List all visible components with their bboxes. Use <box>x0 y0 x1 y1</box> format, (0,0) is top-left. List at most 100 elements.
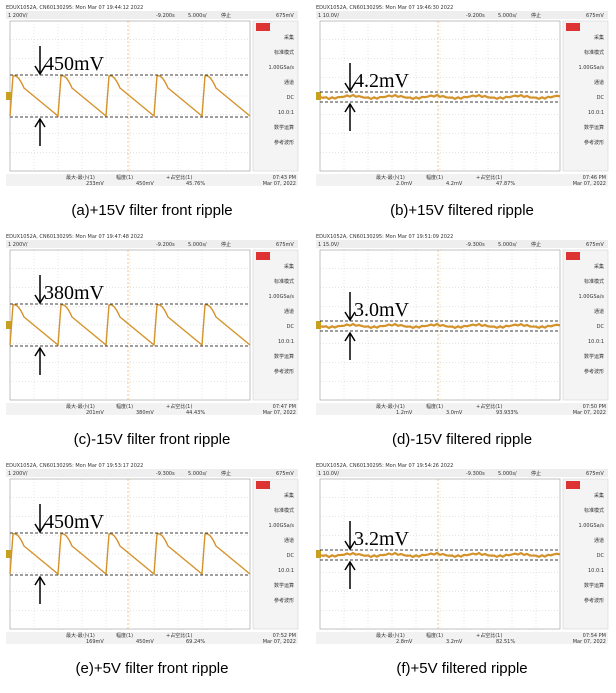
measure-value: 3.2mV <box>446 639 463 645</box>
logo <box>256 481 270 489</box>
channel-scale: 1 200V/ <box>8 471 28 477</box>
menu-item: 数学运算 <box>584 124 604 131</box>
delay: -9.300s <box>466 471 485 477</box>
measure-value: 82.51% <box>496 639 515 645</box>
channel-marker <box>316 92 321 100</box>
status-bar <box>6 240 298 248</box>
measure-value: 44.43% <box>186 410 205 416</box>
caption: (a)+15V filter front ripple <box>71 202 232 219</box>
ripple-annotation: 450mV <box>44 511 105 533</box>
scope-header: EDUX1052A, CN60130295: Mon Mar 07 19:44:… <box>6 5 143 11</box>
trigger-level: 675mV <box>586 471 604 477</box>
timebase: 5.000s/ <box>188 471 207 477</box>
delay: -9.200s <box>156 242 175 248</box>
menu-item: 标准模式 <box>274 49 294 56</box>
measure-value: 380mV <box>136 410 154 416</box>
scope-header: EDUX1052A, CN60130295: Mon Mar 07 19:51:… <box>316 234 453 240</box>
menu-item: DC <box>597 553 605 559</box>
menu-item: 参考波形 <box>584 597 604 604</box>
measure-value: 4.2mV <box>446 181 463 187</box>
channel-marker <box>316 321 321 329</box>
status-bar <box>316 240 608 248</box>
measure-label: +占空比(1) <box>476 174 502 181</box>
timebase: 5.000s/ <box>498 242 517 248</box>
channel-scale: 1 10.0V/ <box>318 13 339 19</box>
menu-item: 1.00GSa/s <box>268 294 294 300</box>
clock-date: Mar 07, 2022 <box>573 639 606 645</box>
scope-panel: EDUX1052A, CN60130295: Mon Mar 07 19:44:… <box>6 5 298 219</box>
measure-value: 201mV <box>86 410 104 416</box>
run-state: 停止 <box>221 241 231 248</box>
menu-item: 数学运算 <box>274 353 294 360</box>
measure-label: 最大-最小(1) <box>66 174 95 181</box>
measure-label: 幅度(1) <box>116 403 133 410</box>
menu-item: 通道 <box>284 537 294 544</box>
scope-panel: EDUX1052A, CN60130295: Mon Mar 07 19:46:… <box>316 5 608 219</box>
delay: -9.300s <box>156 471 175 477</box>
measure-label: 最大-最小(1) <box>66 403 95 410</box>
measure-value: 69.24% <box>186 639 205 645</box>
measure-value: 3.0mV <box>446 410 463 416</box>
measure-value: 47.87% <box>496 181 515 187</box>
measure-label: +占空比(1) <box>166 174 192 181</box>
measure-value: 1.2mV <box>396 410 413 416</box>
measure-label: 幅度(1) <box>426 403 443 410</box>
scope-header: EDUX1052A, CN60130295: Mon Mar 07 19:47:… <box>6 234 143 240</box>
channel-scale: 1 200V/ <box>8 242 28 248</box>
scope-panel: EDUX1052A, CN60130295: Mon Mar 07 19:53:… <box>6 463 298 677</box>
menu-item: 采集 <box>284 263 294 270</box>
menu-item: 通道 <box>594 308 604 315</box>
delay: -9.200s <box>156 13 175 19</box>
menu-item: DC <box>287 95 295 101</box>
menu-item: 参考波形 <box>584 368 604 375</box>
clock-date: Mar 07, 2022 <box>263 410 296 416</box>
menu-item: 参考波形 <box>584 139 604 146</box>
measure-label: 最大-最小(1) <box>376 403 405 410</box>
timebase: 5.000s/ <box>188 13 207 19</box>
measure-label: 幅度(1) <box>426 174 443 181</box>
menu-item: 通道 <box>594 537 604 544</box>
run-state: 停止 <box>531 470 541 477</box>
trigger-level: 675mV <box>276 471 294 477</box>
menu-item: 10.0:1 <box>278 339 294 345</box>
channel-marker <box>6 92 11 100</box>
menu-item: 参考波形 <box>274 597 294 604</box>
status-bar <box>6 469 298 477</box>
menu-item: 标准模式 <box>584 507 604 514</box>
scope-header: EDUX1052A, CN60130295: Mon Mar 07 19:54:… <box>316 463 453 469</box>
measure-value: 450mV <box>136 639 154 645</box>
menu-item: 标准模式 <box>274 278 294 285</box>
status-bar <box>6 11 298 19</box>
clock-date: Mar 07, 2022 <box>263 181 296 187</box>
caption: (d)-15V filtered ripple <box>392 431 532 448</box>
menu-item: 采集 <box>284 34 294 41</box>
menu-item: 数学运算 <box>584 582 604 589</box>
logo <box>566 252 580 260</box>
scope-panel: EDUX1052A, CN60130295: Mon Mar 07 19:51:… <box>316 234 608 448</box>
measure-label: 幅度(1) <box>116 174 133 181</box>
ripple-annotation: 450mV <box>44 53 105 75</box>
caption: (b)+15V filtered ripple <box>390 202 534 219</box>
logo <box>566 481 580 489</box>
caption: (f)+5V filtered ripple <box>396 660 527 677</box>
ripple-annotation: 3.0mV <box>354 299 410 321</box>
menu-item: 通道 <box>284 79 294 86</box>
measure-value: 169mV <box>86 639 104 645</box>
menu-item: 10.0:1 <box>278 568 294 574</box>
timebase: 5.000s/ <box>498 13 517 19</box>
menu-item: 标准模式 <box>584 49 604 56</box>
measure-label: 最大-最小(1) <box>376 174 405 181</box>
delay: -9.300s <box>466 242 485 248</box>
run-state: 停止 <box>531 241 541 248</box>
trigger-level: 675mV <box>586 242 604 248</box>
measure-label: +占空比(1) <box>166 632 192 639</box>
status-bar <box>316 11 608 19</box>
clock-date: Mar 07, 2022 <box>263 639 296 645</box>
measure-label: +占空比(1) <box>166 403 192 410</box>
caption: (c)-15V filter front ripple <box>74 431 231 448</box>
delay: -9.200s <box>466 13 485 19</box>
figure: EDUX1052A, CN60130295: Mon Mar 07 19:44:… <box>0 0 616 693</box>
channel-marker <box>316 550 321 558</box>
clock-date: Mar 07, 2022 <box>573 410 606 416</box>
logo <box>256 252 270 260</box>
